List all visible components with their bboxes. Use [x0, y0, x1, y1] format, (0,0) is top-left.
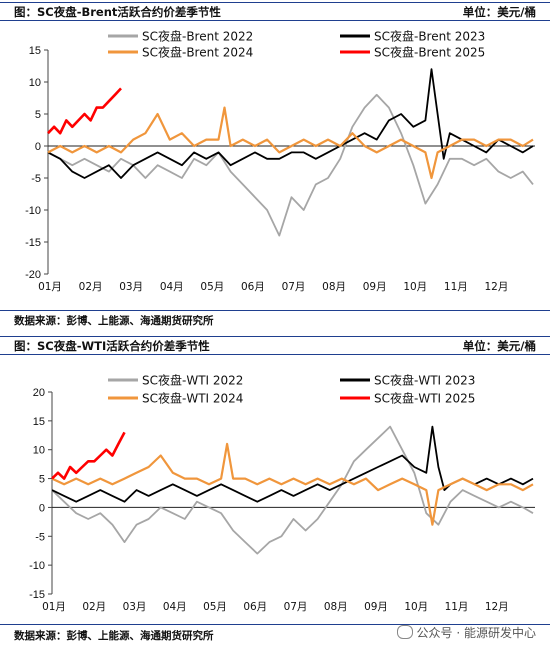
x-tick-label: 02月	[82, 601, 106, 613]
y-tick-label: 5	[35, 109, 41, 121]
x-tick-label: 06月	[243, 601, 267, 613]
x-tick-label: 12月	[485, 601, 509, 613]
series-line-4	[47, 87, 122, 135]
series-line-3	[51, 442, 534, 526]
x-tick-label: 04月	[160, 281, 184, 293]
y-tick-label: -10	[29, 560, 45, 572]
watermark: 公众号 · 能源研发中心	[396, 624, 536, 641]
chart2-source-rule	[0, 624, 550, 625]
legend-label-2: SC夜盘-Brent 2023	[374, 29, 485, 44]
x-tick-label: 07月	[284, 601, 308, 613]
x-tick-label: 11月	[444, 281, 468, 293]
x-tick-label: 05月	[203, 601, 227, 613]
x-tick-label: 01月	[42, 601, 66, 613]
x-tick-label: 09月	[363, 281, 387, 293]
chart1-source: 数据来源：彭博、上能源、海通期货研究所	[14, 315, 214, 327]
series-line-1	[47, 93, 534, 237]
y-tick-label: 0	[35, 141, 41, 153]
y-tick-label: 5	[39, 474, 45, 486]
legend-label-1: SC夜盘-WTI 2022	[142, 373, 243, 388]
x-tick-label: 07月	[282, 281, 306, 293]
chart1-top-rule	[0, 2, 550, 3]
wechat-icon	[396, 625, 413, 639]
y-tick-label: -20	[25, 269, 41, 281]
series-line-2	[47, 68, 534, 179]
legend-label-2: SC夜盘-WTI 2023	[374, 373, 475, 388]
legend-label-3: SC夜盘-Brent 2024	[142, 45, 253, 60]
x-tick-label: 04月	[163, 601, 187, 613]
x-tick-label: 08月	[324, 601, 348, 613]
chart2-header-rule	[0, 354, 550, 355]
y-tick-label: -5	[31, 173, 41, 185]
chart1-plot: -20 -15 -10 -5 0 5 10 15 01月 02月 03月 04月 05月 06月 07月 08…	[25, 29, 535, 293]
y-tick-label: 15	[29, 45, 41, 57]
chart2-top-rule	[0, 336, 550, 337]
x-tick-label: 01月	[38, 281, 62, 293]
y-tick-label: -10	[25, 205, 41, 217]
x-tick-label: 02月	[79, 281, 103, 293]
legend-label-4: SC夜盘-Brent 2025	[374, 45, 485, 60]
legend-label-1: SC夜盘-Brent 2022	[142, 29, 253, 44]
x-tick-label: 11月	[445, 601, 469, 613]
x-tick-label: 12月	[484, 281, 508, 293]
series-line-4	[51, 431, 126, 480]
chart2-title: 图：SC夜盘-WTI活跃合约价差季节性	[14, 339, 210, 353]
y-tick-label: -5	[35, 531, 45, 543]
series-line-3	[47, 106, 534, 180]
series-line-2	[51, 425, 534, 503]
x-tick-label: 06月	[241, 281, 265, 293]
chart2-plot: -15 -10 -5 0 5 10 15 20 01月 02月 03月 04月 05月 06月 07月 08月…	[29, 373, 535, 613]
y-tick-label: 0	[39, 502, 45, 514]
x-tick-label: 03月	[119, 281, 143, 293]
x-tick-label: 10月	[403, 281, 427, 293]
chart2-source: 数据来源：彭博、上能源、海通期货研究所	[14, 630, 214, 642]
legend-label-4: SC夜盘-WTI 2025	[374, 391, 475, 406]
chart1-title: 图：SC夜盘-Brent活跃合约价差季节性	[14, 5, 221, 19]
y-tick-label: -15	[29, 589, 45, 601]
y-tick-label: 10	[33, 445, 45, 457]
watermark-text: 公众号 · 能源研发中心	[416, 626, 536, 640]
chart1-source-rule	[0, 310, 550, 311]
x-tick-label: 08月	[322, 281, 346, 293]
x-tick-label: 09月	[364, 601, 388, 613]
y-tick-label: 20	[33, 387, 45, 399]
y-tick-label: -15	[25, 237, 41, 249]
x-tick-label: 03月	[123, 601, 147, 613]
x-tick-label: 10月	[404, 601, 428, 613]
chart1-unit: 单位：美元/桶	[462, 5, 536, 19]
series-line-1	[51, 425, 534, 555]
chart1-header-rule	[0, 20, 550, 21]
y-tick-label: 15	[33, 416, 45, 428]
chart2-unit: 单位：美元/桶	[462, 339, 536, 353]
x-tick-label: 05月	[200, 281, 224, 293]
y-tick-label: 10	[29, 77, 41, 89]
legend-label-3: SC夜盘-WTI 2024	[142, 391, 243, 406]
